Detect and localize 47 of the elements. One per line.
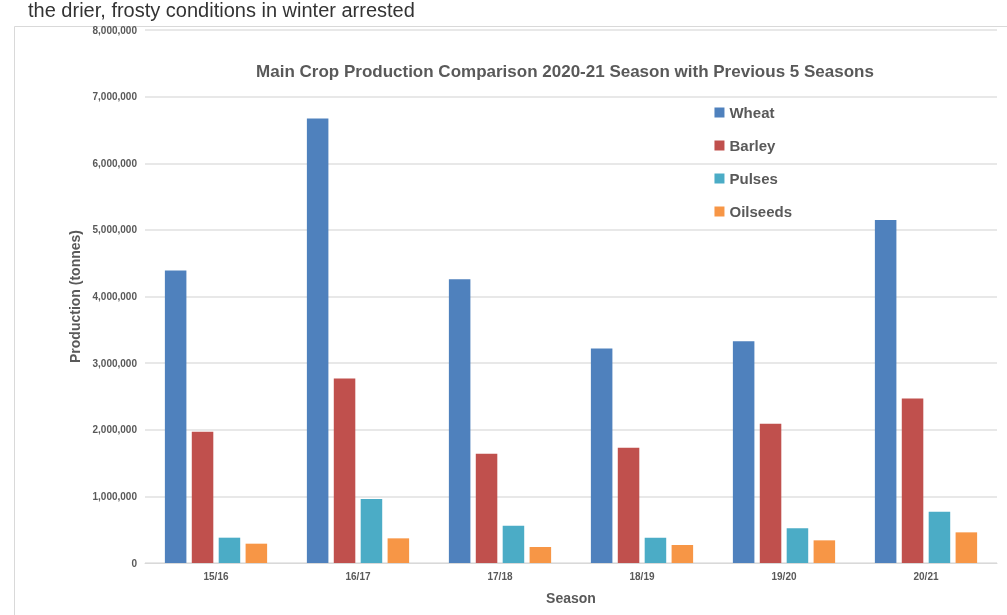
bar <box>387 538 410 563</box>
y-tick-label: 4,000,000 <box>92 291 138 302</box>
legend-label: Barley <box>729 137 776 154</box>
text: the drier, frosty conditions in winter arrested <box>28 0 415 21</box>
bar <box>245 543 268 563</box>
bar <box>529 547 552 563</box>
bar <box>874 219 897 563</box>
bar <box>644 537 667 563</box>
legend-label: Oilseeds <box>729 203 793 220</box>
bar <box>901 398 924 563</box>
bar <box>617 447 640 563</box>
y-tick-label: 1,000,000 <box>92 490 138 502</box>
y-tick-label: 0 <box>131 557 138 569</box>
x-tick-label: 18/19 <box>629 570 655 582</box>
bar <box>475 453 498 563</box>
bar <box>191 431 214 563</box>
x-tick-label: 17/18 <box>487 570 513 582</box>
x-tick-label: 15/16 <box>203 570 229 582</box>
legend-label: Wheat <box>729 104 775 121</box>
x-tick-label: 16/17 <box>345 570 371 582</box>
bar <box>448 279 471 563</box>
bar <box>786 528 809 563</box>
bar <box>813 540 836 563</box>
y-axis-title: Production (tonnes) <box>66 230 83 363</box>
x-tick-label: 20/21 <box>913 570 939 582</box>
bar <box>928 511 951 563</box>
bar <box>671 545 694 563</box>
bar <box>955 532 978 563</box>
bar <box>306 118 329 563</box>
y-tick-label: 6,000,000 <box>92 157 138 169</box>
bar <box>164 270 187 563</box>
legend-label: Pulses <box>729 170 778 187</box>
bar <box>502 525 525 563</box>
y-tick-label: 5,000,000 <box>92 224 138 236</box>
y-tick-label: 3,000,000 <box>92 357 138 369</box>
y-tick-label: 2,000,000 <box>92 424 138 436</box>
bar <box>218 537 241 563</box>
bar <box>732 341 755 563</box>
bar <box>333 378 356 563</box>
text: Main Crop Production Comparison 2020-21 Season with Previous 5 Seasons <box>256 62 874 81</box>
bar <box>590 348 613 563</box>
bar <box>759 423 782 563</box>
y-tick-label: 7,000,000 <box>92 91 138 103</box>
x-axis-title: Season <box>546 590 596 606</box>
bar <box>360 499 383 563</box>
y-tick-label: 8,000,000 <box>92 24 138 36</box>
x-tick-label: 19/20 <box>771 570 797 582</box>
